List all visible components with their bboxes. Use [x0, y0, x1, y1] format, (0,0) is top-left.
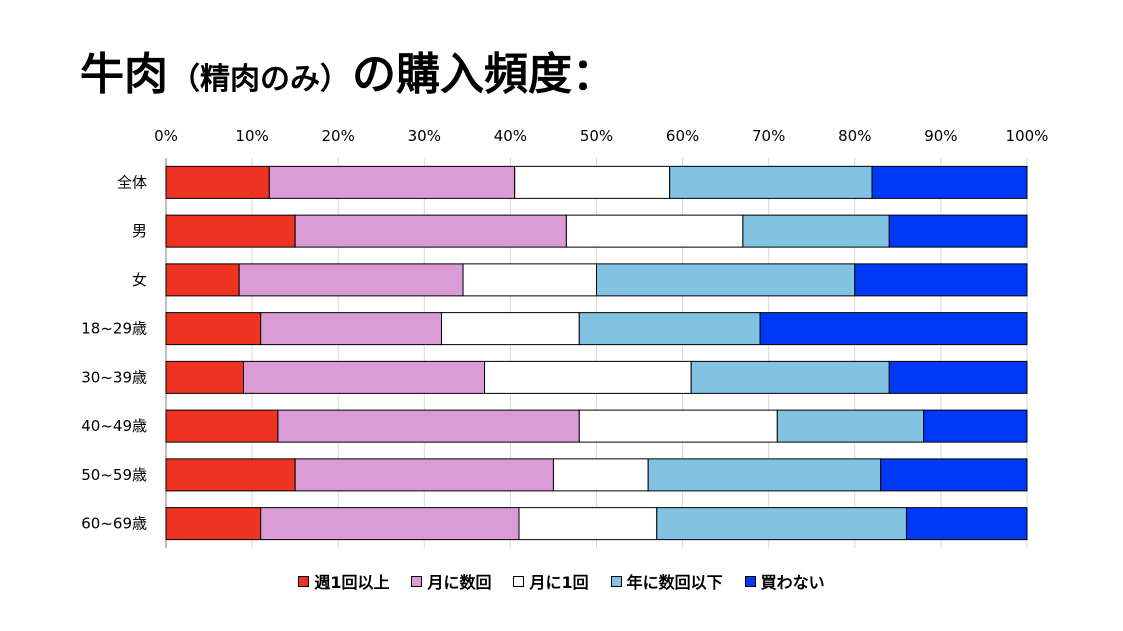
legend-swatch [744, 575, 756, 587]
legend-swatch [513, 575, 525, 587]
bar-segment [165, 360, 244, 394]
bar-segment [514, 165, 671, 199]
bar-segment [759, 312, 1028, 346]
y-category-label: 女 [132, 271, 147, 289]
bar-segment [596, 263, 856, 297]
legend-swatch [411, 575, 423, 587]
bar-segment [880, 458, 1028, 492]
y-category-label: 全体 [117, 173, 147, 191]
bar-segment [669, 165, 873, 199]
x-tick-label: 40% [494, 127, 527, 145]
bar-segment [462, 263, 598, 297]
legend-label: 買わない [760, 573, 825, 592]
bar-segment [888, 214, 1028, 248]
bar-segment [484, 360, 692, 394]
bar-segment [578, 409, 778, 443]
bar-segment [578, 312, 761, 346]
legend-item: 週1回以上 [298, 569, 389, 593]
bar-segment [165, 507, 262, 541]
x-tick-label: 0% [154, 127, 178, 145]
bar-segment [165, 312, 262, 346]
bar-segment [260, 507, 520, 541]
bar-segment [871, 165, 1028, 199]
chart-title: 牛肉 （精肉のみ） の購入頻度： [80, 38, 616, 102]
bar-segment [165, 214, 296, 248]
bar-segment [854, 263, 1028, 297]
bar-segment [165, 263, 240, 297]
bar-segment [441, 312, 580, 346]
legend-item: 年に数回以下 [610, 569, 723, 593]
bar-segment [238, 263, 464, 297]
bar-segment [518, 507, 658, 541]
x-tick-label: 70% [752, 127, 785, 145]
legend-item: 買わない [744, 569, 825, 593]
bar-segment [647, 458, 882, 492]
bar-segment [905, 507, 1028, 541]
bar-segment [277, 409, 580, 443]
x-tick-label: 20% [322, 127, 355, 145]
legend-label: 年に数回以下 [626, 573, 723, 592]
bar-segment [165, 458, 296, 492]
title-rest: の購入頻度： [352, 49, 616, 100]
x-tick-label: 100% [1006, 127, 1049, 145]
bar-segment [565, 214, 744, 248]
x-tick-label: 80% [838, 127, 871, 145]
x-tick-label: 60% [666, 127, 699, 145]
legend-item: 月に数回 [411, 569, 491, 593]
bar-segment [165, 409, 279, 443]
x-tick-label: 50% [580, 127, 613, 145]
bar-segment [923, 409, 1028, 443]
chart-legend: 週1回以上 月に数回 月に1回 年に数回以下 買わない [0, 568, 1123, 594]
y-category-label: 男 [132, 222, 147, 240]
y-category-label: 50~59歳 [81, 466, 147, 484]
legend-label: 週1回以上 [314, 573, 390, 592]
bar-segment [690, 360, 890, 394]
bar-segment [552, 458, 649, 492]
bar-segment [776, 409, 925, 443]
bar-segment [294, 214, 567, 248]
legend-label: 月に数回 [427, 573, 492, 592]
title-paren: （精肉のみ） [170, 62, 350, 97]
bar-segment [242, 360, 486, 394]
title-main: 牛肉 [80, 49, 168, 100]
legend-label: 月に1回 [529, 573, 589, 592]
bar-segment [294, 458, 554, 492]
x-tick-label: 30% [408, 127, 441, 145]
bar-segment [742, 214, 890, 248]
x-tick-label: 10% [235, 127, 268, 145]
y-category-label: 40~49歳 [81, 417, 147, 435]
y-category-label: 18~29歳 [81, 320, 147, 338]
legend-swatch [610, 575, 622, 587]
bar-segment [260, 312, 443, 346]
bar-segment [165, 165, 270, 199]
x-tick-label: 90% [924, 127, 957, 145]
legend-item: 月に1回 [513, 569, 589, 593]
bar-segment [888, 360, 1028, 394]
bar-segment [656, 507, 907, 541]
y-category-label: 60~69歳 [81, 515, 147, 533]
legend-swatch [298, 575, 310, 587]
bar-segment [268, 165, 516, 199]
y-category-label: 30~39歳 [81, 368, 147, 386]
